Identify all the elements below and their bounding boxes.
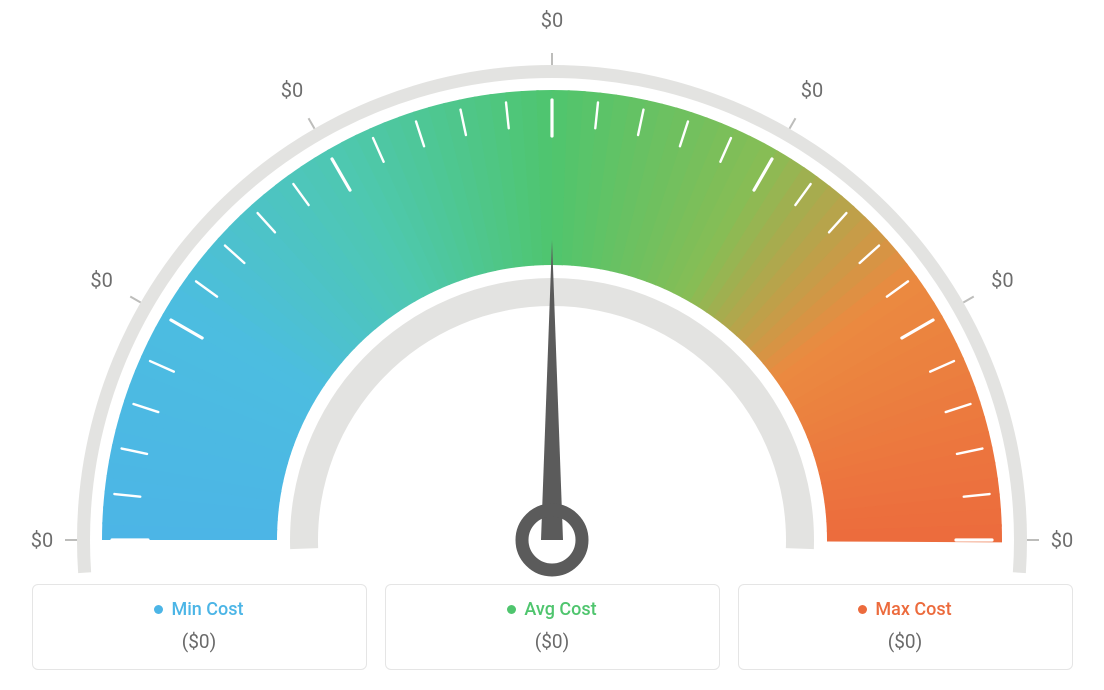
legend-title-row-max: Max Cost [749,599,1062,620]
gauge-tick-label: $0 [31,528,53,552]
legend-card-avg: Avg Cost ($0) [385,584,720,670]
legend-dot-min [154,605,163,614]
gauge-tick-label: $0 [281,78,303,102]
gauge-area: $0 $0 $0 $0 $0 $0 $0 [0,0,1104,560]
legend-title-min: Min Cost [171,599,243,620]
gauge-tick-label: $0 [991,268,1013,292]
gauge-tick-label: $0 [541,8,563,32]
gauge-tick-label: $0 [801,78,823,102]
gauge-tick-label: $0 [1051,528,1073,552]
legend-card-max: Max Cost ($0) [738,584,1073,670]
legend-value-min: ($0) [43,630,356,653]
legend-row: Min Cost ($0) Avg Cost ($0) Max Cost ($0… [0,584,1104,670]
legend-dot-max [858,605,867,614]
legend-value-max: ($0) [749,630,1062,653]
legend-value-avg: ($0) [396,630,709,653]
legend-card-min: Min Cost ($0) [32,584,367,670]
legend-title-max: Max Cost [875,599,951,620]
gauge-tick-label: $0 [90,268,112,292]
legend-title-row-avg: Avg Cost [396,599,709,620]
legend-title-avg: Avg Cost [524,599,596,620]
legend-dot-avg [507,605,516,614]
chart-container: $0 $0 $0 $0 $0 $0 $0 Min Cost ($0) Avg Cost ($… [0,0,1104,690]
legend-title-row-min: Min Cost [43,599,356,620]
gauge-svg [0,20,1104,580]
